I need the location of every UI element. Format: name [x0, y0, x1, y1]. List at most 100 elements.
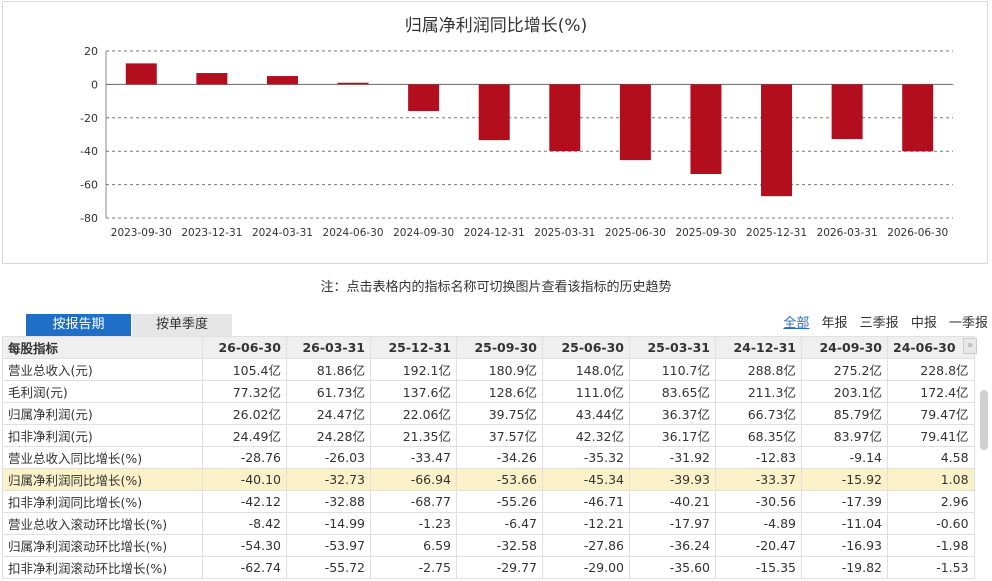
- table-cell: 77.32亿: [202, 380, 287, 403]
- x-tick-label: 2025-09-30: [675, 227, 736, 239]
- table-cell: -32.73: [286, 468, 371, 491]
- table-cell: -33.47: [370, 446, 457, 469]
- table-cell: 4.58: [887, 446, 975, 469]
- x-tick-label: 2024-12-31: [464, 227, 525, 239]
- filter-annual[interactable]: 年报: [821, 316, 848, 331]
- table-cell: -16.93: [801, 534, 888, 557]
- table-row: 扣非净利润同比增长(%) -42.12 -32.88 -68.77 -55.26 -46.…: [2, 490, 975, 513]
- bar[interactable]: [125, 63, 157, 85]
- metric-name-link[interactable]: 营业总收入同比增长(%): [2, 446, 203, 469]
- table-cell: 39.75亿: [456, 402, 543, 425]
- metric-name-link[interactable]: 扣非净利润同比增长(%): [2, 490, 203, 513]
- table-cell: 6.59: [370, 534, 457, 557]
- bar[interactable]: [408, 84, 440, 111]
- bar[interactable]: [337, 82, 369, 85]
- table-cell: -17.97: [629, 512, 716, 535]
- bar[interactable]: [196, 73, 228, 85]
- table-row: 营业总收入同比增长(%) -28.76 -26.03 -33.47 -34.26 -35.…: [2, 446, 975, 469]
- table-row: 营业总收入滚动环比增长(%) -8.42 -14.99 -1.23 -6.47 -12.2…: [2, 512, 975, 535]
- bar[interactable]: [690, 84, 722, 175]
- table-cell: -15.92: [801, 468, 888, 491]
- table-cell: -32.58: [456, 534, 543, 557]
- table-cell: 148.0亿: [542, 358, 630, 381]
- table-cell: 275.2亿: [801, 358, 888, 381]
- table-cell: -4.89: [715, 512, 802, 535]
- table-cell: 83.65亿: [629, 380, 716, 403]
- table-cell: 21.35亿: [370, 424, 457, 447]
- header-period: 26-03-31: [286, 336, 371, 359]
- metric-name-link[interactable]: 毛利润(元): [2, 380, 203, 403]
- table-cell: -15.35: [715, 556, 802, 579]
- table-cell: -42.12: [202, 490, 287, 513]
- metric-name-link[interactable]: 归属净利润滚动环比增长(%): [2, 534, 203, 557]
- table-cell: -30.56: [715, 490, 802, 513]
- y-tick-label: 20: [84, 45, 98, 58]
- table-row: 扣非净利润(元) 24.49亿 24.28亿 21.35亿 37.57亿 42.32亿 36…: [2, 424, 975, 447]
- table-cell: 128.6亿: [456, 380, 543, 403]
- table-cell: 37.57亿: [456, 424, 543, 447]
- bar[interactable]: [478, 84, 510, 141]
- table-cell: -1.53: [887, 556, 975, 579]
- x-tick-label: 2025-12-31: [746, 227, 807, 239]
- x-tick-label: 2025-03-31: [534, 227, 595, 239]
- table-cell: -19.82: [801, 556, 888, 579]
- tab-single-quarter[interactable]: 按单季度: [132, 314, 232, 336]
- table-cell: -32.88: [286, 490, 371, 513]
- table-cell: -11.04: [801, 512, 888, 535]
- filter-all[interactable]: 全部: [783, 316, 810, 331]
- table-cell: 137.6亿: [370, 380, 457, 403]
- table-cell: -40.10: [202, 468, 287, 491]
- table-cell: 211.3亿: [715, 380, 802, 403]
- metric-name-link[interactable]: 扣非净利润(元): [2, 424, 203, 447]
- table-cell: -53.66: [456, 468, 543, 491]
- metric-name-link[interactable]: 营业总收入滚动环比增长(%): [2, 512, 203, 535]
- table-cell: 43.44亿: [542, 402, 630, 425]
- table-cell: -31.92: [629, 446, 716, 469]
- filter-q1[interactable]: 一季报: [948, 316, 988, 331]
- table-cell: -20.47: [715, 534, 802, 557]
- y-tick-label: 0: [91, 78, 98, 91]
- table-cell: -12.21: [542, 512, 630, 535]
- table-cell: 26.02亿: [202, 402, 287, 425]
- table-cell: -45.34: [542, 468, 630, 491]
- table-cell: 24.47亿: [286, 402, 371, 425]
- table-cell: -26.03: [286, 446, 371, 469]
- bar[interactable]: [902, 84, 934, 152]
- metric-name-link[interactable]: 归属净利润同比增长(%): [2, 468, 203, 491]
- table-row: 扣非净利润滚动环比增长(%) -62.74 -55.72 -2.75 -29.77 -29…: [2, 556, 975, 579]
- filter-interim[interactable]: 中报: [910, 316, 937, 331]
- table-cell: -14.99: [286, 512, 371, 535]
- bar[interactable]: [761, 84, 793, 197]
- vertical-scrollbar[interactable]: [980, 390, 988, 450]
- bar[interactable]: [619, 84, 651, 161]
- filter-q3[interactable]: 三季报: [859, 316, 899, 331]
- metric-name-link[interactable]: 归属净利润(元): [2, 402, 203, 425]
- metric-name-link[interactable]: 扣非净利润滚动环比增长(%): [2, 556, 203, 579]
- bar[interactable]: [831, 84, 863, 140]
- table-cell: -36.24: [629, 534, 716, 557]
- header-period: 25-09-30: [456, 336, 543, 359]
- table-cell: 22.06亿: [370, 402, 457, 425]
- tab-report-period[interactable]: 按报告期: [26, 314, 131, 336]
- table-cell: -8.42: [202, 512, 287, 535]
- scroll-right-button[interactable]: »: [963, 338, 977, 354]
- table-cell: 79.41亿: [887, 424, 975, 447]
- table-cell: -55.26: [456, 490, 543, 513]
- table-cell: -1.23: [370, 512, 457, 535]
- header-period: 25-12-31: [370, 336, 457, 359]
- header-corner: 每股指标: [2, 336, 203, 359]
- table-cell: 24.49亿: [202, 424, 287, 447]
- table-row: 毛利润(元) 77.32亿 61.73亿 137.6亿 128.6亿 111.0亿 83.6…: [2, 380, 975, 403]
- header-period: 26-06-30: [202, 336, 287, 359]
- table-cell: -55.72: [286, 556, 371, 579]
- metric-name-link[interactable]: 营业总收入(元): [2, 358, 203, 381]
- table-cell: -0.60: [887, 512, 975, 535]
- table-cell: 79.47亿: [887, 402, 975, 425]
- table-cell: -27.86: [542, 534, 630, 557]
- table-cell: 110.7亿: [629, 358, 716, 381]
- table-row: 归属净利润同比增长(%) -40.10 -32.73 -66.94 -53.66 -45.…: [2, 468, 975, 491]
- report-filter: 全部 年报 三季报 中报 一季报: [775, 312, 988, 331]
- bar[interactable]: [266, 76, 298, 85]
- table-cell: 66.73亿: [715, 402, 802, 425]
- bar[interactable]: [549, 84, 581, 152]
